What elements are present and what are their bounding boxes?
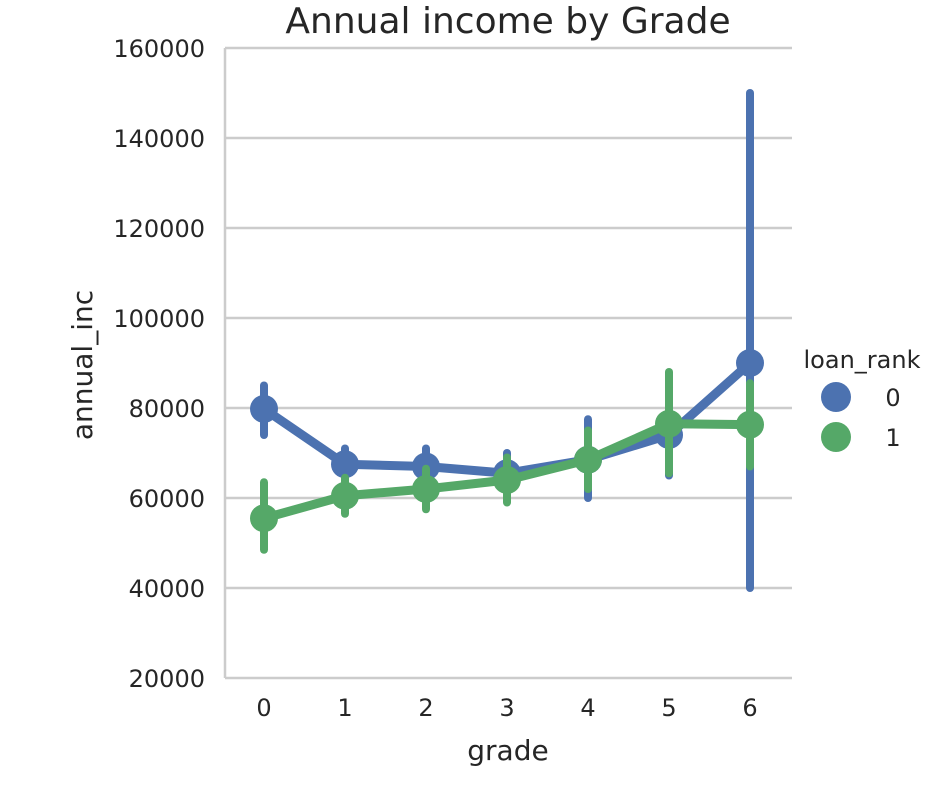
series-group bbox=[250, 89, 764, 592]
y-tick-labels: 20000 40000 60000 80000 100000 120000 140000 16… bbox=[113, 35, 205, 693]
y-tick-label: 40000 bbox=[129, 575, 205, 603]
y-tick-label: 80000 bbox=[129, 395, 205, 423]
y-tick-label: 160000 bbox=[113, 35, 205, 63]
y-tick-label: 120000 bbox=[113, 215, 205, 243]
legend-title: loan_rank bbox=[804, 346, 921, 374]
data-point bbox=[331, 481, 359, 510]
series-1 bbox=[250, 368, 764, 554]
x-axis-label: grade bbox=[467, 734, 548, 767]
data-point bbox=[250, 394, 278, 423]
x-tick-label: 5 bbox=[661, 694, 676, 722]
x-tick-label: 6 bbox=[742, 694, 757, 722]
y-tick-label: 60000 bbox=[129, 485, 205, 513]
legend-label: 1 bbox=[885, 424, 900, 452]
x-tick-label: 0 bbox=[256, 694, 271, 722]
chart-title: Annual income by Grade bbox=[285, 1, 730, 42]
y-tick-label: 140000 bbox=[113, 125, 205, 153]
y-axis-label: annual_inc bbox=[66, 290, 99, 440]
legend-marker bbox=[821, 382, 851, 412]
y-tick-label: 20000 bbox=[129, 665, 205, 693]
data-point bbox=[250, 504, 278, 533]
legend-label: 0 bbox=[885, 384, 900, 412]
x-tick-labels: 0 1 2 3 4 5 6 bbox=[256, 694, 757, 722]
legend: loan_rank 0 1 bbox=[804, 346, 921, 452]
x-tick-label: 3 bbox=[499, 694, 514, 722]
series-0 bbox=[250, 89, 764, 592]
legend-marker bbox=[821, 422, 851, 452]
data-point bbox=[736, 410, 764, 439]
y-gridlines bbox=[225, 46, 792, 590]
data-point bbox=[736, 349, 764, 377]
y-tick-label: 100000 bbox=[113, 305, 205, 333]
x-tick-label: 4 bbox=[580, 694, 595, 722]
data-point bbox=[412, 475, 440, 503]
x-tick-label: 2 bbox=[418, 694, 433, 722]
data-point bbox=[493, 466, 521, 494]
data-point bbox=[331, 450, 359, 479]
data-point bbox=[655, 409, 683, 438]
data-point bbox=[574, 445, 602, 474]
x-tick-label: 1 bbox=[337, 694, 352, 722]
